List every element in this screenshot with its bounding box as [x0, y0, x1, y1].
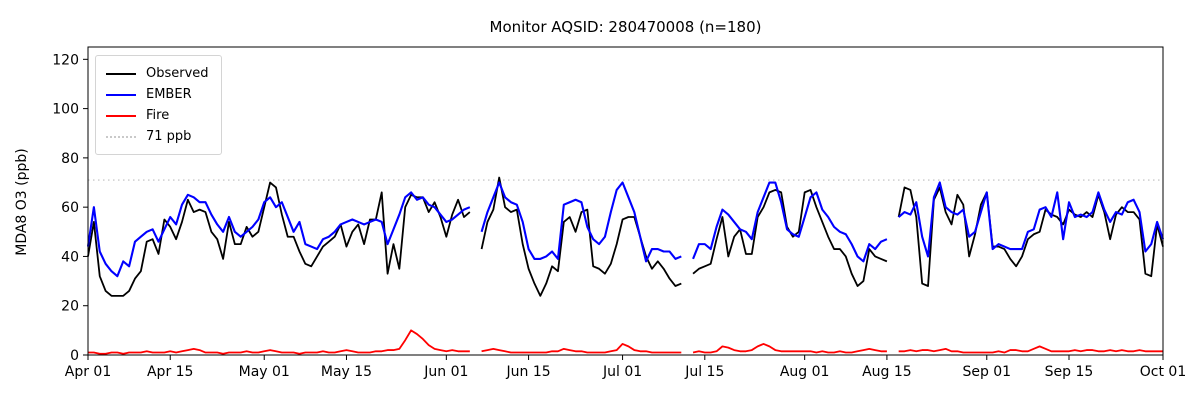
ember-line-swatch: [106, 93, 136, 96]
legend-item-threshold: 71 ppb: [106, 126, 209, 147]
x-tick-label: Sep 01: [962, 364, 1011, 380]
y-tick-label: 120: [52, 52, 79, 68]
chart-title: Monitor AQSID: 280470008 (n=180): [489, 18, 762, 36]
fire-line-swatch: [106, 114, 136, 117]
x-tick-label: Oct 01: [1140, 364, 1186, 380]
plot-border: [87, 46, 1164, 356]
legend-item-fire: Fire: [106, 105, 209, 126]
ember-series-line: [897, 181, 1164, 258]
x-tick-label: Aug 15: [862, 364, 912, 380]
x-tick-label: Apr 01: [65, 364, 111, 380]
observed-series-line: [692, 189, 888, 287]
legend-item-observed: Observed: [106, 63, 209, 84]
x-tick-label: Jun 15: [506, 364, 551, 380]
legend: Observed EMBER Fire 71 ppb: [95, 55, 222, 155]
x-tick-label: Sep 15: [1045, 364, 1094, 380]
observed-series-line: [87, 181, 471, 297]
x-tick-label: May 01: [239, 364, 290, 380]
observed-series-line: [897, 186, 1164, 287]
x-tick-label: Jun 01: [423, 364, 468, 380]
y-tick-label: 60: [61, 200, 79, 216]
y-tick-label: 0: [70, 348, 79, 364]
fire-series-line: [481, 343, 682, 354]
observed-series-line: [480, 176, 682, 297]
x-tick-label: Jul 01: [602, 364, 642, 380]
legend-label-threshold: 71 ppb: [146, 129, 192, 144]
ember-series-line: [480, 181, 682, 263]
fire-series-line: [88, 329, 470, 355]
legend-label-fire: Fire: [146, 108, 170, 123]
fire-series-line: [692, 343, 887, 354]
x-tick-label: Jul 15: [684, 364, 724, 380]
y-tick-label: 80: [61, 151, 79, 167]
ember-series-line: [86, 191, 471, 278]
fire-series-line: [898, 345, 1163, 354]
x-tick-label: Aug 01: [780, 364, 830, 380]
legend-item-ember: EMBER: [106, 84, 209, 105]
x-tick-label: May 15: [321, 364, 372, 380]
legend-label-ember: EMBER: [146, 87, 192, 102]
y-tick-label: 100: [52, 102, 79, 118]
observed-line-swatch: [106, 72, 136, 75]
threshold-line-swatch: [106, 135, 136, 138]
y-tick-label: 40: [61, 249, 79, 265]
x-tick-label: Apr 15: [147, 364, 193, 380]
y-tick-label: 20: [61, 299, 79, 315]
legend-label-observed: Observed: [146, 66, 209, 81]
ember-series-line: [692, 181, 888, 263]
